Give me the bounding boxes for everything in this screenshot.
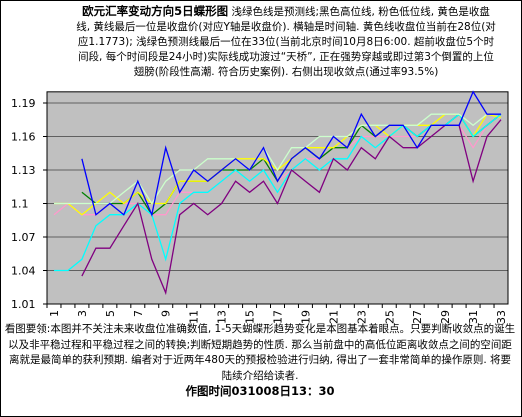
x-tick-label: 29 [439,310,452,324]
x-tick-label: 7 [132,310,145,317]
x-tick-label: 9 [160,310,173,317]
series-line [54,113,501,205]
x-tick-label: 27 [411,310,424,324]
x-tick-label: 11 [188,310,201,324]
y-tick-label: 1.13 [11,164,36,177]
series-line [81,119,502,296]
x-tick-label: 21 [327,310,340,324]
y-tick-label: 1.04 [11,264,36,277]
y-tick-label: 1.1 [11,197,29,210]
footer-time: 作图时间031008日13：30 [185,384,335,398]
x-tick-label: 17 [272,310,285,324]
x-tick-label: 19 [299,310,312,324]
y-tick-label: 1.01 [11,298,36,311]
note: 看图要领:本图并不关注未来收盘位准确数值, 1-5天蝴蝶形趋势变化是本图基本着眼… [4,323,516,382]
series-line [54,113,502,272]
subtitle: 浅绿色线是预测线;黑色高位线, 粉色低位线, 黄色是收盘线, 黄线最后一位是收盘… [76,6,496,78]
footer: 看图要领:本图并不关注未来收盘位准确数值, 1-5天蝴蝶形趋势变化是本图基本着眼… [4,322,516,400]
header: 欧元汇率变动方向5日蝶形图 浅绿色线是预测线;黑色高位线, 粉色低位线, 黄色是… [76,4,496,80]
plot-area [46,91,509,305]
x-tick-label: 23 [355,310,368,324]
x-tick-label: 13 [216,310,229,324]
x-tick-label: 15 [244,310,257,324]
x-tick-label: 25 [383,310,396,324]
chart-title: 欧元汇率变动方向5日蝶形图 [82,4,229,18]
x-tick-label: 3 [76,310,89,317]
y-tick-label: 1.19 [11,97,36,110]
y-tick-label: 1.07 [11,231,36,244]
x-tick-label: 31 [467,310,480,324]
x-tick-label: 1 [48,310,61,317]
x-tick-label: 33 [495,310,508,324]
x-tick-label: 5 [104,310,117,317]
y-tick-label: 1.16 [11,130,36,143]
series-line [81,90,501,217]
